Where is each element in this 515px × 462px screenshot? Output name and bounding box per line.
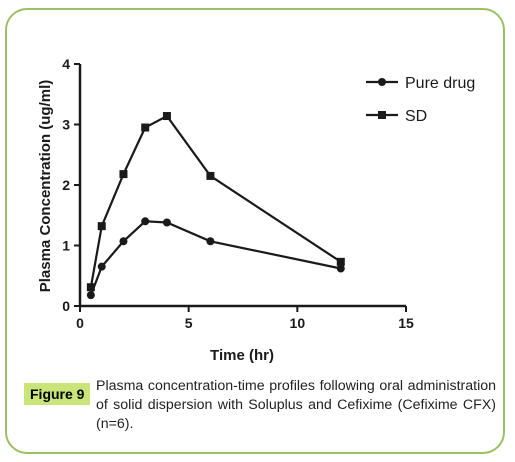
legend-label: Pure drug bbox=[405, 75, 475, 92]
data-point bbox=[162, 218, 171, 227]
legend-marker bbox=[378, 78, 386, 86]
figure-caption-text: Plasma concentration-time profiles follo… bbox=[96, 378, 496, 432]
chart-axes: 0 1 2 3 4 0 5 10 15 bbox=[62, 56, 414, 331]
y-tick-label: 1 bbox=[62, 238, 70, 254]
data-point bbox=[336, 264, 345, 273]
x-tick-label: 5 bbox=[185, 315, 193, 331]
figure-label: Figure 9 bbox=[24, 383, 91, 405]
legend-marker bbox=[378, 111, 386, 119]
data-point bbox=[97, 262, 106, 271]
y-axis-label: Plasma Concentration (ug/ml) bbox=[37, 80, 54, 293]
data-point bbox=[86, 291, 95, 300]
x-tick-label: 15 bbox=[398, 315, 414, 331]
data-point bbox=[336, 257, 345, 266]
data-point bbox=[97, 222, 106, 231]
figure-frame bbox=[5, 8, 505, 454]
y-tick-label: 2 bbox=[62, 177, 70, 193]
chart-series bbox=[86, 112, 345, 300]
data-point bbox=[86, 283, 95, 292]
data-point bbox=[162, 112, 171, 121]
data-point bbox=[206, 237, 215, 246]
x-axis-label: Time (hr) bbox=[210, 347, 274, 364]
data-point bbox=[119, 170, 128, 179]
data-point bbox=[141, 217, 150, 226]
series-line bbox=[89, 220, 342, 296]
chart-legend: Pure drug SD bbox=[366, 75, 475, 125]
data-point bbox=[206, 171, 215, 180]
data-point bbox=[119, 237, 128, 246]
y-tick-label: 0 bbox=[62, 298, 70, 314]
series-sd bbox=[86, 112, 345, 292]
y-tick-label: 3 bbox=[62, 117, 70, 133]
series-pure-drug bbox=[86, 217, 345, 300]
legend-label: SD bbox=[405, 108, 427, 125]
x-tick-label: 0 bbox=[76, 315, 84, 331]
x-tick-label: 10 bbox=[290, 315, 306, 331]
data-point bbox=[141, 123, 150, 132]
y-tick-label: 4 bbox=[62, 56, 70, 72]
